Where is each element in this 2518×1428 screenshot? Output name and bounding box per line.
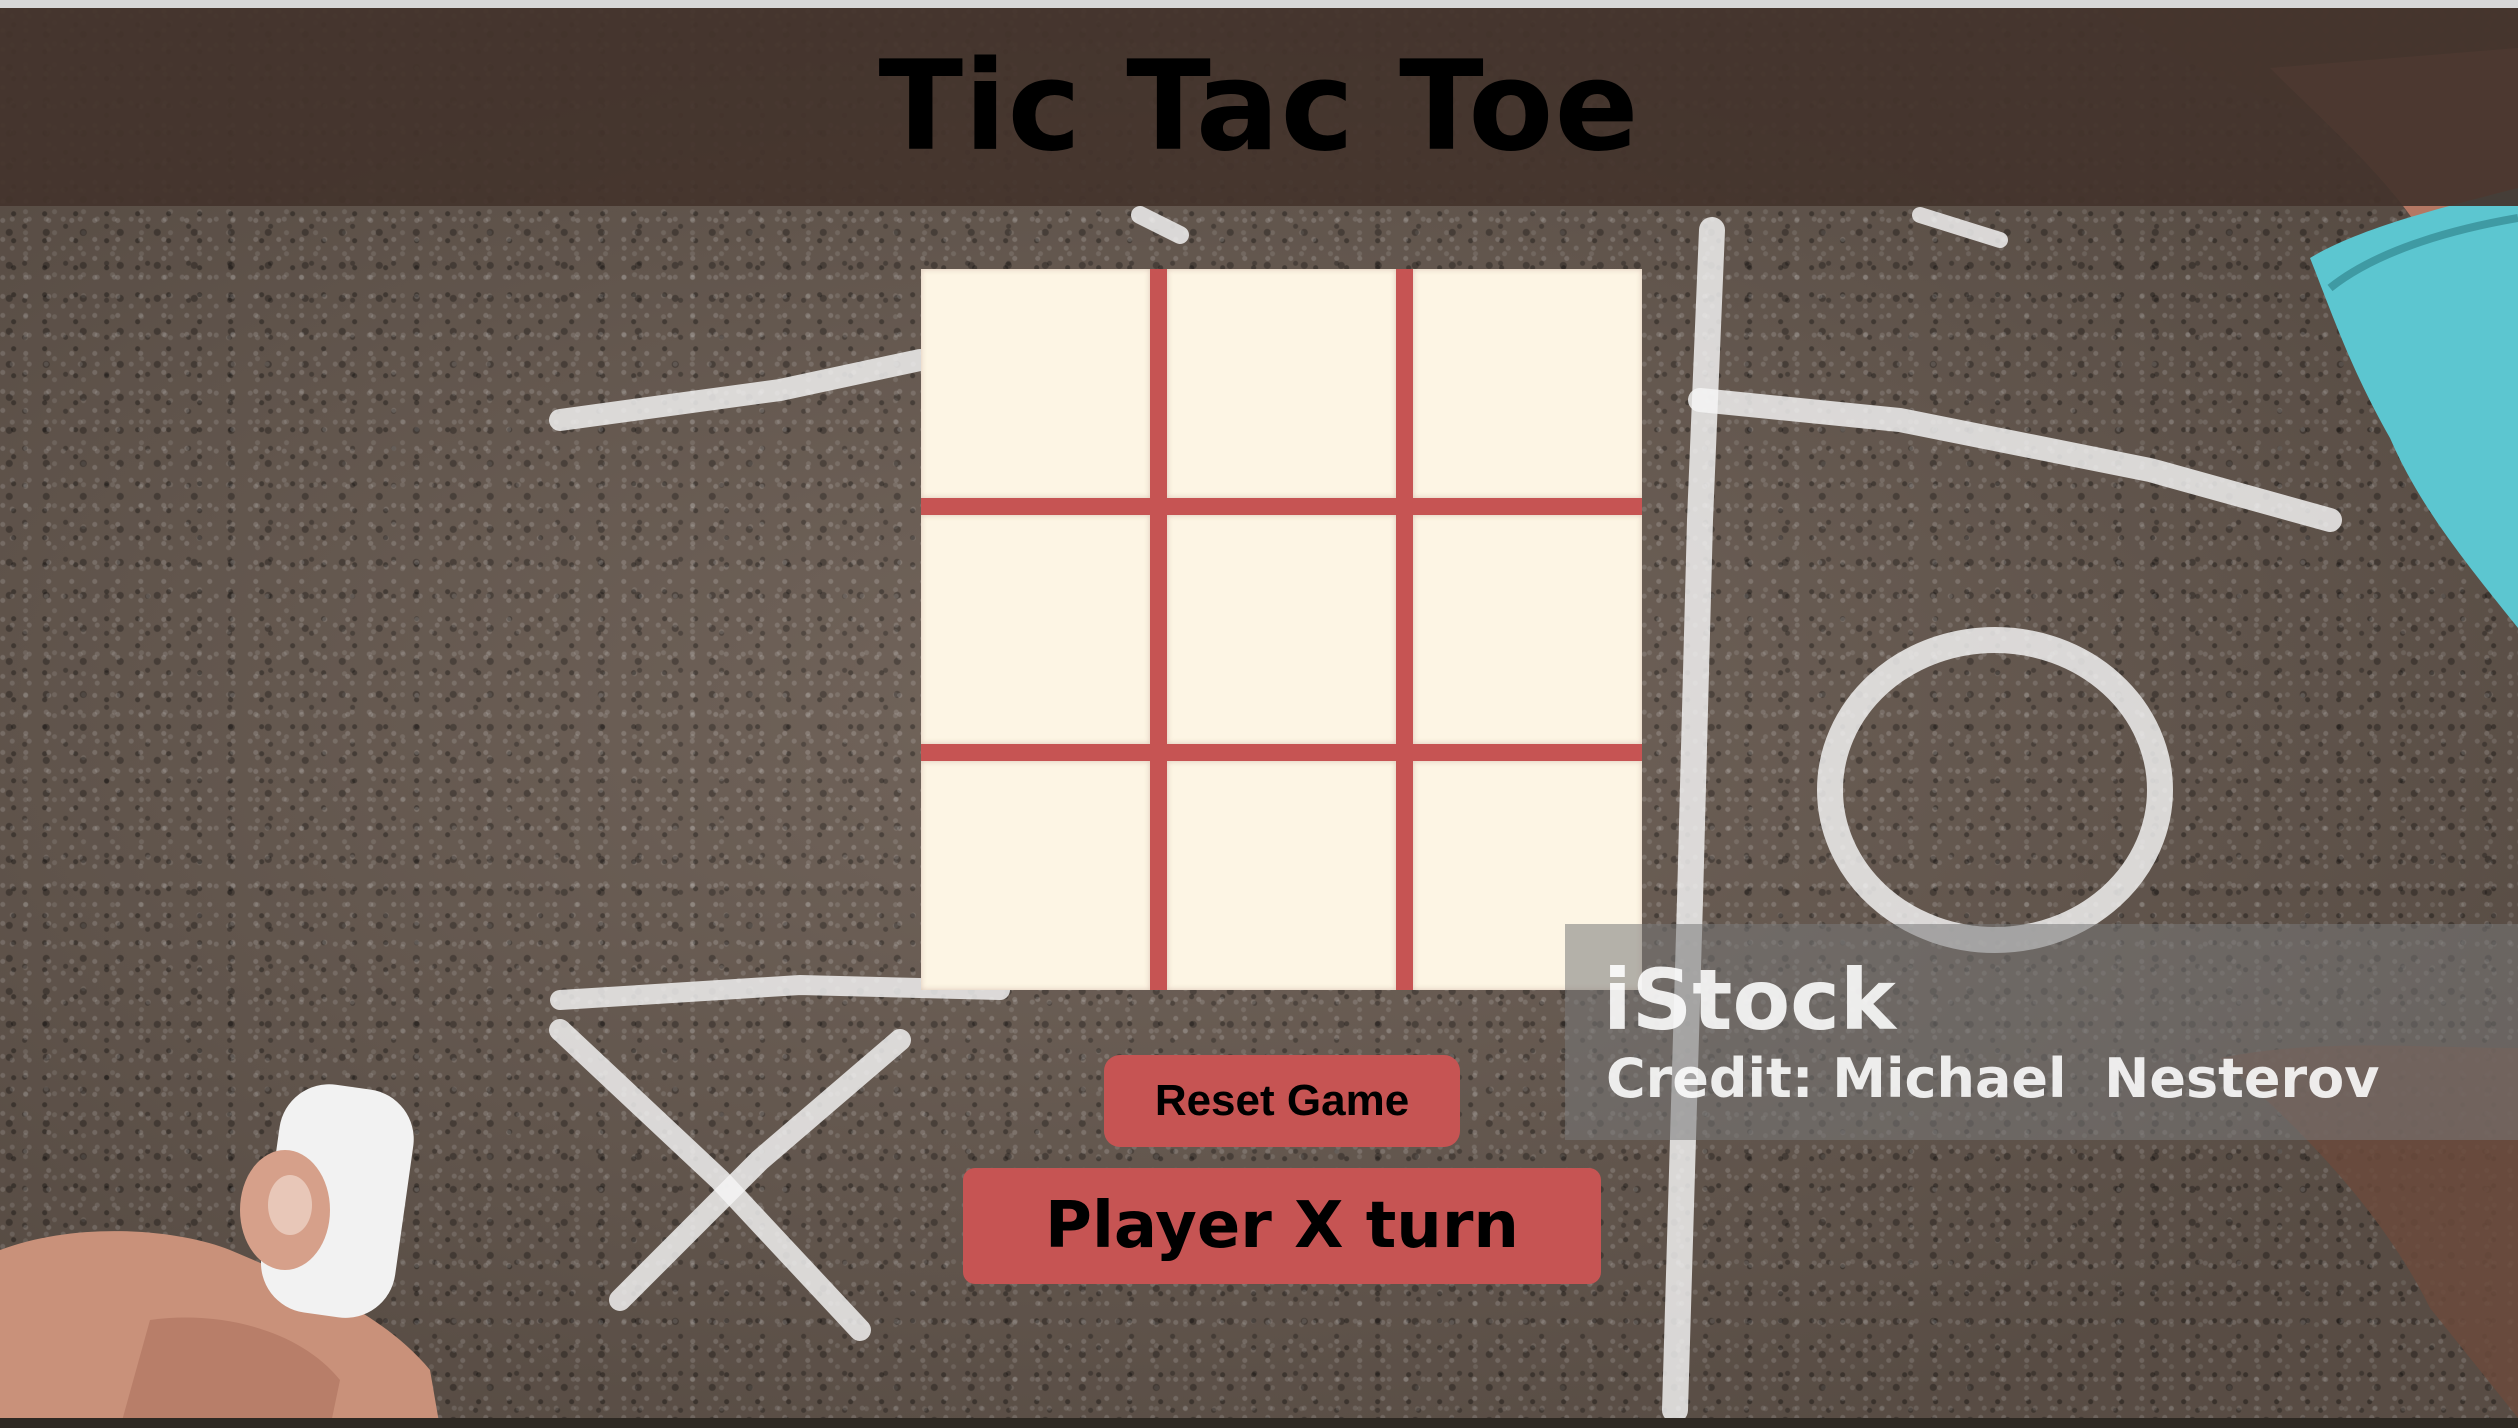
arm-with-sleeve-image	[2100, 8, 2518, 1418]
board-cell[interactable]	[1167, 515, 1396, 744]
stock-watermark-panel	[1565, 924, 2518, 1140]
game-board	[921, 269, 1642, 990]
board-cell[interactable]	[1413, 269, 1642, 498]
browser-top-strip	[0, 0, 2518, 8]
header-bar	[0, 8, 2518, 206]
board-cell[interactable]	[921, 761, 1150, 990]
board-cell[interactable]	[921, 515, 1150, 744]
photo-credit: Credit: Michael Nesterov	[1606, 1047, 2380, 1110]
board-cell[interactable]	[1167, 761, 1396, 990]
board-cell[interactable]	[1167, 269, 1396, 498]
page-title: Tic Tac Toe	[878, 35, 1640, 179]
turn-status: Player X turn	[963, 1168, 1601, 1284]
board-cell[interactable]	[921, 269, 1150, 498]
reset-game-button[interactable]: Reset Game	[1104, 1055, 1460, 1147]
bottom-strip	[0, 1418, 2518, 1428]
hand-with-chalk-image	[0, 1084, 440, 1428]
board-cell[interactable]	[1413, 515, 1642, 744]
stock-logo-watermark: iStock	[1603, 951, 1896, 1049]
